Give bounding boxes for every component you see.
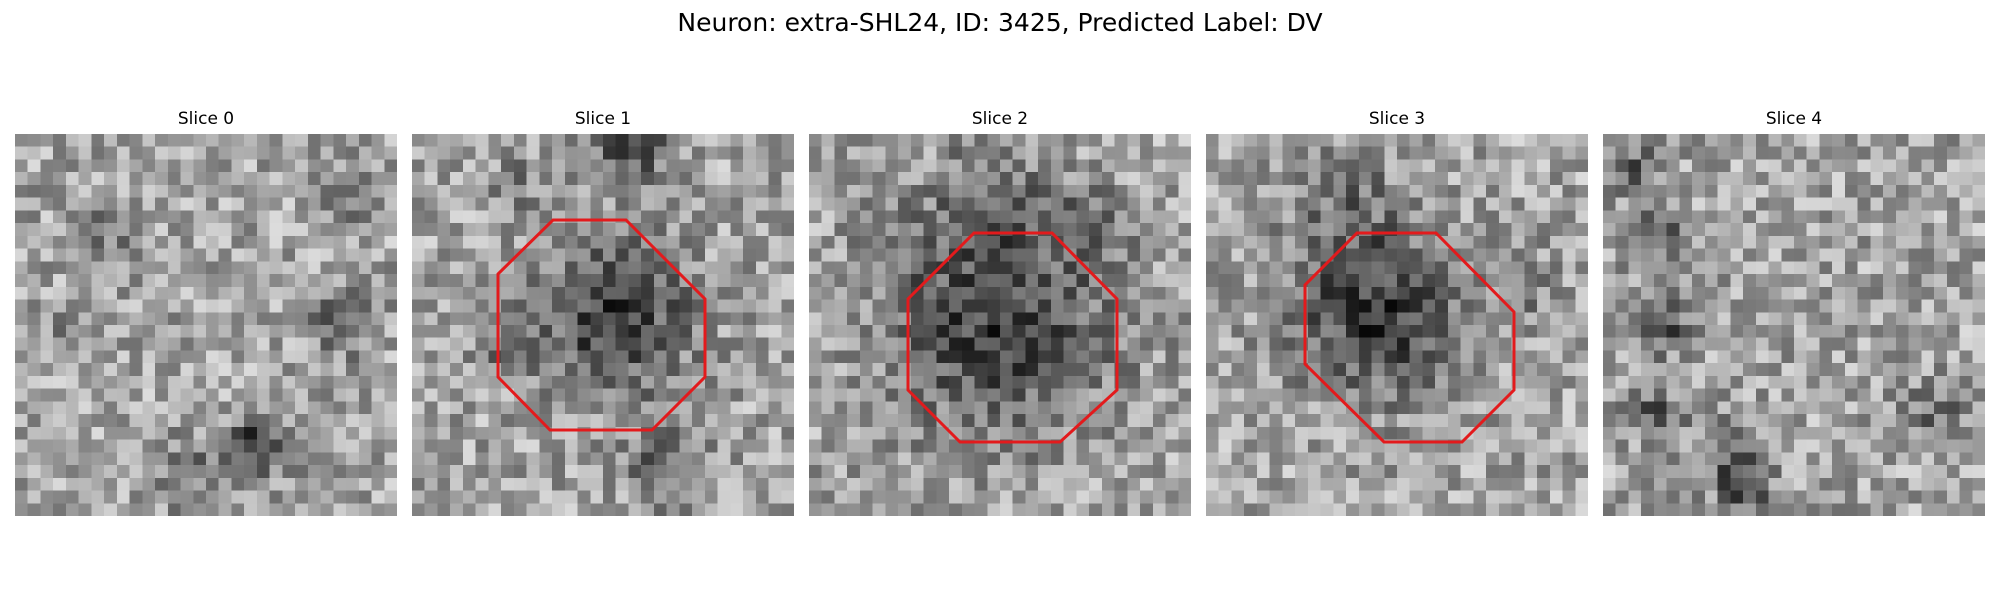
slice-3-title: Slice 3 xyxy=(1206,108,1588,130)
slice-3-image xyxy=(1206,134,1588,516)
slice-1-image xyxy=(412,134,794,516)
slice-1-title: Slice 1 xyxy=(412,108,794,130)
figure-title: Neuron: extra-SHL24, ID: 3425, Predicted… xyxy=(0,6,2000,40)
slice-3-outline xyxy=(1206,134,1588,516)
slice-2-image xyxy=(809,134,1191,516)
slice-0-title: Slice 0 xyxy=(15,108,397,130)
slice-2-title: Slice 2 xyxy=(809,108,1191,130)
slice-0-pixels xyxy=(15,134,397,516)
slice-4-image xyxy=(1603,134,1985,516)
slice-2-outline xyxy=(809,134,1191,516)
slice-1-outline xyxy=(412,134,794,516)
slice-0-image xyxy=(15,134,397,516)
slice-4-title: Slice 4 xyxy=(1603,108,1985,130)
slice-4-pixels xyxy=(1603,134,1985,516)
